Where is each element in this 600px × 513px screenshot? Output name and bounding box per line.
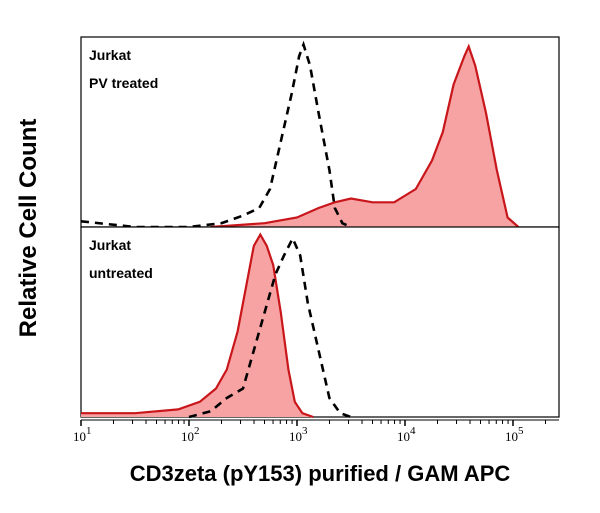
- x-tick-label: 103: [289, 425, 308, 444]
- histogram-area-filled: [210, 46, 519, 227]
- x-tick-label: 104: [397, 425, 416, 444]
- panel-label-line1: Jurkat: [89, 47, 131, 63]
- x-axis-label: CD3zeta (pY153) purified / GAM APC: [130, 461, 511, 486]
- x-tick-label: 101: [73, 425, 92, 444]
- x-tick-label: 102: [181, 425, 200, 444]
- panel-frame: [80, 226, 560, 418]
- panel-label-line2: untreated: [89, 265, 153, 281]
- histogram-line-sample: [81, 232, 314, 419]
- histogram-panel: Jurkat PV treated: [80, 36, 560, 229]
- y-axis-label: Relative Cell Count: [15, 119, 42, 338]
- histogram-line-control: [188, 235, 352, 419]
- histogram-line-control: [80, 40, 352, 229]
- panel-label-line1: Jurkat: [89, 237, 131, 253]
- x-axis: 101 102 103 104 105: [73, 419, 559, 444]
- panel-label-line2: PV treated: [89, 75, 158, 91]
- histogram-area-filled: [81, 234, 314, 417]
- x-tick-label: 105: [505, 425, 524, 444]
- histogram-panel: Jurkat untreated: [80, 226, 560, 419]
- histogram-line-sample: [210, 43, 520, 229]
